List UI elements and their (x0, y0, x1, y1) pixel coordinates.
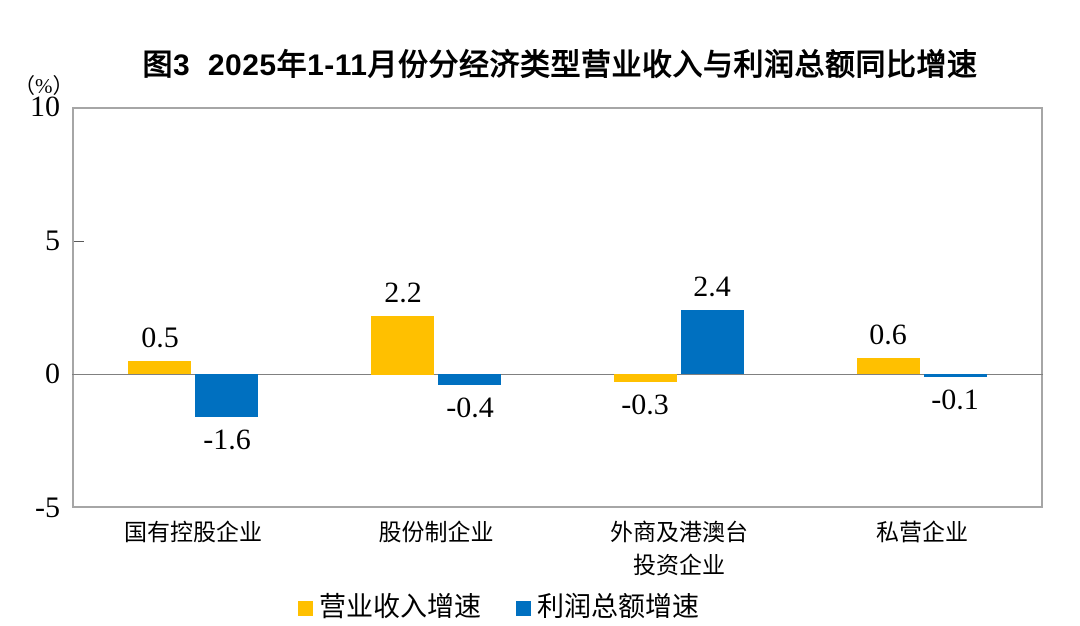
bar-value-label: 0.6 (869, 318, 907, 351)
bar (371, 316, 434, 375)
x-category-label: 股份制企业 (378, 520, 494, 545)
bar-value-label: -0.1 (931, 383, 979, 416)
bar (195, 374, 258, 417)
bar (681, 310, 744, 374)
bar-value-label: 2.4 (693, 270, 731, 303)
bar-value-label: -0.4 (446, 391, 494, 424)
zero-axis-line (72, 374, 1043, 375)
bar (128, 361, 191, 374)
chart-title: 图3 2025年1-11月份分经济类型营业收入与利润总额同比增速 (142, 49, 978, 82)
bar-value-label: -1.6 (203, 423, 251, 456)
legend-swatch (298, 601, 313, 616)
bar (857, 358, 920, 374)
bar-value-label: -0.3 (621, 388, 669, 421)
legend-entry: 营业收入增速 (298, 594, 481, 621)
bar (924, 374, 987, 377)
y-tick-label: -5 (35, 491, 60, 524)
y-tick-label: 0 (45, 357, 60, 391)
x-category-label: 国有控股企业 (124, 520, 262, 545)
bar (614, 374, 677, 382)
plot-area (72, 107, 1043, 508)
bar-value-label: 2.2 (384, 276, 422, 309)
bar (438, 374, 501, 385)
y-axis-unit-label: （%） (14, 74, 74, 98)
y-tick-mark (74, 241, 84, 242)
legend-label: 利润总额增速 (537, 592, 699, 622)
bar-value-label: 0.5 (141, 321, 179, 354)
legend-label: 营业收入增速 (319, 592, 481, 622)
legend-entry: 利润总额增速 (516, 594, 699, 621)
legend-swatch (516, 601, 531, 616)
y-tick-label: 5 (45, 223, 60, 257)
y-tick-label: 10 (30, 90, 60, 123)
x-category-label: 私营企业 (876, 520, 968, 545)
x-category-label: 外商及港澳台 投资企业 (610, 520, 748, 578)
